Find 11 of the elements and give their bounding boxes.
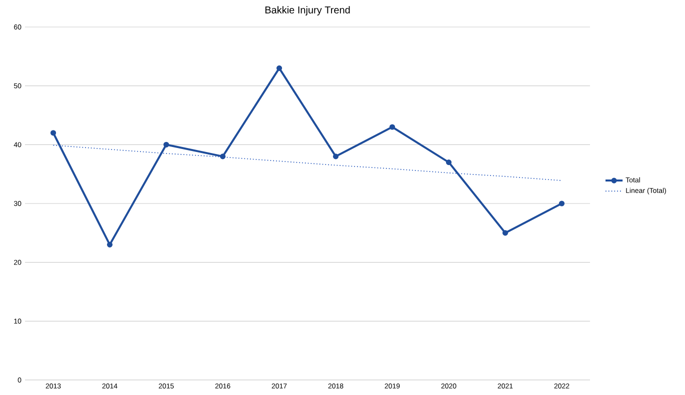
point <box>220 154 226 160</box>
point <box>106 242 113 248</box>
point <box>389 124 396 130</box>
point <box>50 130 56 136</box>
chart-title: Bakkie Injury Trend <box>265 6 350 16</box>
point <box>446 160 452 166</box>
point <box>276 65 282 71</box>
point <box>502 230 508 236</box>
point <box>163 142 170 148</box>
point <box>332 154 339 160</box>
point <box>558 200 565 206</box>
